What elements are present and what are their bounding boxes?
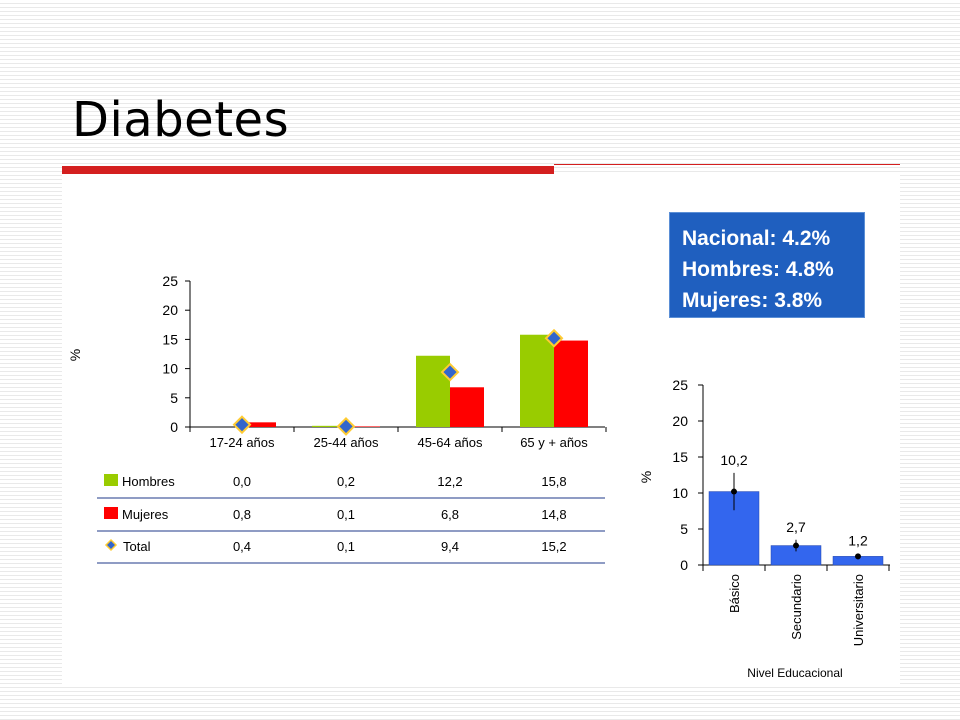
summary-mujeres: Mujeres: 3.8% [682,289,823,312]
table-series-label: Mujeres [122,507,169,522]
legend-swatch-mujeres [104,507,118,519]
bar-hombres [416,355,450,427]
edu-chart-y-tick-label: 15 [672,449,688,465]
table-cell: 6,8 [441,507,459,522]
edu-data-label: 1,2 [848,532,868,548]
bar-mujeres [450,387,484,427]
edu-category-label: Básico [727,574,742,613]
title-underline-thin [554,164,900,165]
edu-chart-y-tick-label: 0 [680,557,688,573]
marker-total [336,417,356,436]
age-chart-y-axis-label: % [67,349,83,361]
age-chart-category-label: 25-44 años [313,435,379,450]
edu-point [793,542,799,549]
table-series-label: Hombres [122,474,175,489]
edu-chart-y-tick-label: 10 [672,485,688,501]
age-chart-category-label: 45-64 años [417,435,483,450]
marker-total [232,415,252,435]
edu-chart-y-axis-label: % [638,471,654,483]
edu-point [855,553,861,560]
summary-box: Nacional: 4.2% Hombres: 4.8% Mujeres: 3.… [669,212,865,318]
age-chart-y-tick-label: 0 [170,419,178,435]
edu-point [731,488,737,495]
table-cell: 12,2 [437,474,462,489]
edu-chart-y-tick-label: 25 [672,377,688,393]
edu-category-label: Universitario [851,574,866,646]
marker-total [544,328,564,348]
age-chart-y-tick-label: 15 [162,331,178,347]
page-title: Diabetes [72,92,290,148]
legend-swatch-hombres [104,474,118,486]
age-chart-y-tick-label: 25 [162,273,178,289]
table-cell: 0,2 [337,474,355,489]
table-cell: 9,4 [441,539,459,554]
summary-nacional: Nacional: 4.2% [682,227,831,250]
edu-data-label: 2,7 [786,519,806,535]
edu-chart-y-tick-label: 5 [680,521,688,537]
table-cell: 14,8 [541,507,566,522]
marker-total [440,362,460,382]
age-chart-y-tick-label: 10 [162,361,178,377]
age-chart-category-label: 17-24 años [209,435,275,450]
table-cell: 0,1 [337,507,355,522]
bar-hombres [520,334,554,427]
age-chart-category-label: 65 y + años [520,435,588,450]
title-underline-red [62,166,554,174]
table-cell: 0,1 [337,539,355,554]
summary-hombres: Hombres: 4.8% [682,258,834,281]
table-cell: 15,8 [541,474,566,489]
edu-chart-x-axis-label: Nivel Educacional [747,666,842,680]
edu-data-label: 10,2 [720,452,747,468]
table-series-label: Total [123,539,151,554]
legend-swatch-total [104,538,118,552]
bar-mujeres [346,426,380,427]
table-cell: 0,4 [233,539,251,554]
bar-mujeres [554,340,588,427]
edu-chart-y-tick-label: 20 [672,413,688,429]
bar-mujeres [242,422,276,427]
table-cell: 0,8 [233,507,251,522]
edu-category-label: Secundario [789,574,804,640]
bar-hombres [312,425,346,427]
age-chart-y-tick-label: 5 [170,390,178,406]
age-chart-y-tick-label: 20 [162,302,178,318]
table-cell: 15,2 [541,539,566,554]
table-cell: 0,0 [233,474,251,489]
